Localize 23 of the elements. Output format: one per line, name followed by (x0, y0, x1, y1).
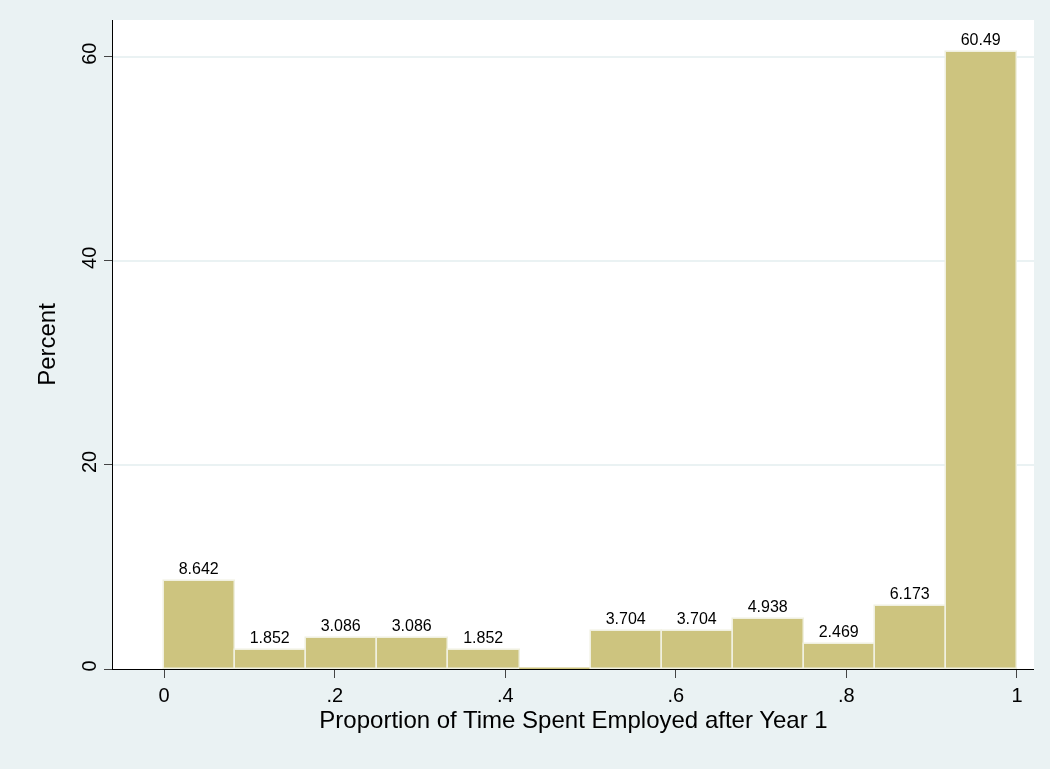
data-label: 3.704 (605, 610, 646, 628)
data-label: 1.852 (249, 629, 290, 647)
y-tick-label: 20 (78, 450, 100, 474)
y-tick-label: 60 (78, 42, 100, 65)
x-axis-title: Proportion of Time Spent Employed after Year 1 (319, 706, 828, 733)
y-axis-title: Percent (33, 302, 61, 386)
x-tick-label: .6 (667, 684, 685, 706)
data-label: 8.642 (178, 560, 219, 578)
data-label: 2.469 (818, 623, 859, 641)
y-tick-label: 0 (78, 660, 100, 672)
x-tick-label: .2 (326, 684, 344, 706)
data-label: 1.852 (463, 629, 504, 647)
y-tick-label: 40 (78, 246, 100, 269)
x-tick-label: 1 (1011, 684, 1023, 706)
data-label: 6.173 (889, 585, 930, 603)
x-tick-label: 0 (158, 684, 170, 706)
data-label: 60.49 (960, 31, 1001, 49)
x-tick-label: .4 (496, 684, 514, 706)
data-label: 3.086 (391, 617, 432, 635)
data-label: 3.086 (320, 617, 361, 635)
data-label: 3.704 (676, 610, 717, 628)
x-tick-label: .8 (838, 684, 855, 706)
data-label: 4.938 (747, 598, 788, 616)
